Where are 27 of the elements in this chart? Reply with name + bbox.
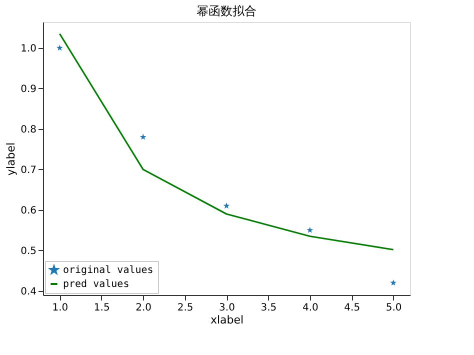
point xyxy=(140,134,146,140)
x-tick-label: 3.5 xyxy=(260,302,277,314)
x-tick-label: 5.0 xyxy=(386,302,402,314)
point xyxy=(56,44,63,51)
legend-label: pred values xyxy=(63,279,130,290)
y-tick-label: 0.9 xyxy=(20,84,36,95)
y-tick-label: 0.6 xyxy=(20,205,36,216)
x-tick-label: 1.0 xyxy=(52,302,68,314)
x-axis-title: xlabel xyxy=(210,314,244,326)
x-tick-label: 2.5 xyxy=(177,302,194,314)
y-tick-label: 0.7 xyxy=(20,164,36,176)
x-tick-label: 3.0 xyxy=(219,302,235,314)
y-axis-title: ylabel xyxy=(4,142,18,176)
y-tick-label: 0.8 xyxy=(20,124,36,136)
line-series xyxy=(58,32,394,250)
point xyxy=(223,202,230,209)
legend-label: original values xyxy=(63,265,154,276)
chart-title: 幂函数拟合 xyxy=(196,4,256,18)
x-tick-label: 4.5 xyxy=(344,302,360,314)
point xyxy=(390,279,397,286)
x-tick-label: 2.0 xyxy=(136,302,152,314)
y-tick-label: 0.5 xyxy=(20,246,36,257)
x-tick-label: 4.0 xyxy=(302,302,318,314)
y-tick-label: 1.0 xyxy=(20,43,36,54)
point xyxy=(306,226,314,233)
y-tick-label: 0.4 xyxy=(20,286,36,298)
x-tick-label: 1.5 xyxy=(94,302,110,314)
